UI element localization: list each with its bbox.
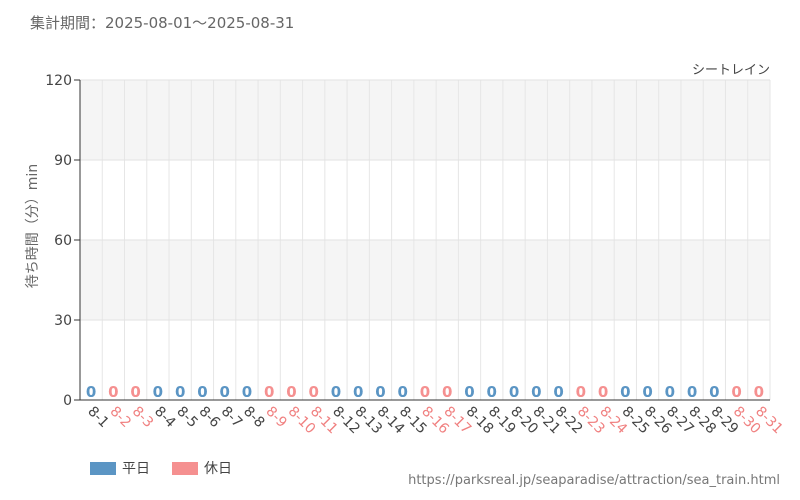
value-label: 0 — [331, 383, 341, 401]
legend-label-holiday: 休日 — [204, 461, 232, 477]
value-label: 0 — [642, 383, 652, 401]
value-label: 0 — [464, 383, 474, 401]
value-label: 0 — [153, 383, 163, 401]
x-tick-label: 8-9 — [262, 404, 289, 431]
value-label: 0 — [731, 383, 741, 401]
legend: 平日 休日 — [90, 458, 232, 478]
value-label: 0 — [175, 383, 185, 401]
y-tick-label: 120 — [45, 73, 72, 89]
x-tick-label: 8-6 — [196, 404, 224, 432]
value-label: 0 — [687, 383, 697, 401]
x-tick-label: 8-2 — [107, 404, 134, 431]
legend-item-weekday[interactable]: 平日 — [90, 458, 150, 478]
value-label: 0 — [442, 383, 452, 401]
value-label: 0 — [598, 383, 608, 401]
value-label: 0 — [353, 383, 363, 401]
y-tick-label: 60 — [54, 233, 72, 249]
plot-band — [80, 240, 770, 320]
x-tick-label: 8-5 — [173, 404, 200, 431]
value-label: 0 — [197, 383, 207, 401]
legend-label-weekday: 平日 — [122, 461, 150, 477]
value-label: 0 — [420, 383, 430, 401]
value-label: 0 — [620, 383, 630, 401]
y-axis-ticks: 0 30 60 90 120 — [45, 73, 80, 409]
x-tick-label: 8-4 — [151, 404, 179, 432]
value-label: 0 — [242, 383, 252, 401]
value-label: 0 — [86, 383, 96, 401]
y-tick-label: 90 — [54, 153, 72, 169]
value-label: 0 — [219, 383, 229, 401]
value-label: 0 — [130, 383, 140, 401]
source-link[interactable]: https://parksreal.jp/seaparadise/attract… — [408, 473, 780, 488]
value-label: 0 — [375, 383, 385, 401]
x-tick-label: 8-8 — [240, 404, 267, 431]
plot-band — [80, 320, 770, 400]
y-tick-label: 30 — [54, 313, 72, 329]
value-label: 0 — [108, 383, 118, 401]
x-tick-label: 8-3 — [129, 404, 156, 431]
series-name-label: シートレイン — [692, 63, 770, 78]
value-label: 0 — [509, 383, 519, 401]
legend-item-holiday[interactable]: 休日 — [172, 458, 232, 478]
value-label: 0 — [286, 383, 296, 401]
value-label: 0 — [576, 383, 586, 401]
y-tick-label: 0 — [63, 393, 72, 409]
value-label: 0 — [531, 383, 541, 401]
y-axis-label: 待ち時間（分）min — [25, 164, 41, 288]
plot-band — [80, 160, 770, 240]
value-label: 0 — [665, 383, 675, 401]
plot-band — [80, 80, 770, 160]
value-label: 0 — [264, 383, 274, 401]
value-label: 0 — [308, 383, 318, 401]
x-tick-label: 8-7 — [218, 404, 245, 431]
value-label: 0 — [487, 383, 497, 401]
value-label: 0 — [754, 383, 764, 401]
period-text: 集計期間：2025-08-01～2025-08-31 — [30, 14, 295, 32]
weekday-swatch — [90, 461, 116, 475]
holiday-swatch — [172, 461, 198, 475]
plot-background — [80, 80, 770, 400]
value-label: 0 — [709, 383, 719, 401]
x-tick-label: 8-1 — [84, 404, 111, 431]
value-label: 0 — [553, 383, 563, 401]
x-axis-labels: 8-18-28-38-48-58-68-78-88-98-108-118-128… — [84, 404, 786, 438]
value-label: 0 — [398, 383, 408, 401]
